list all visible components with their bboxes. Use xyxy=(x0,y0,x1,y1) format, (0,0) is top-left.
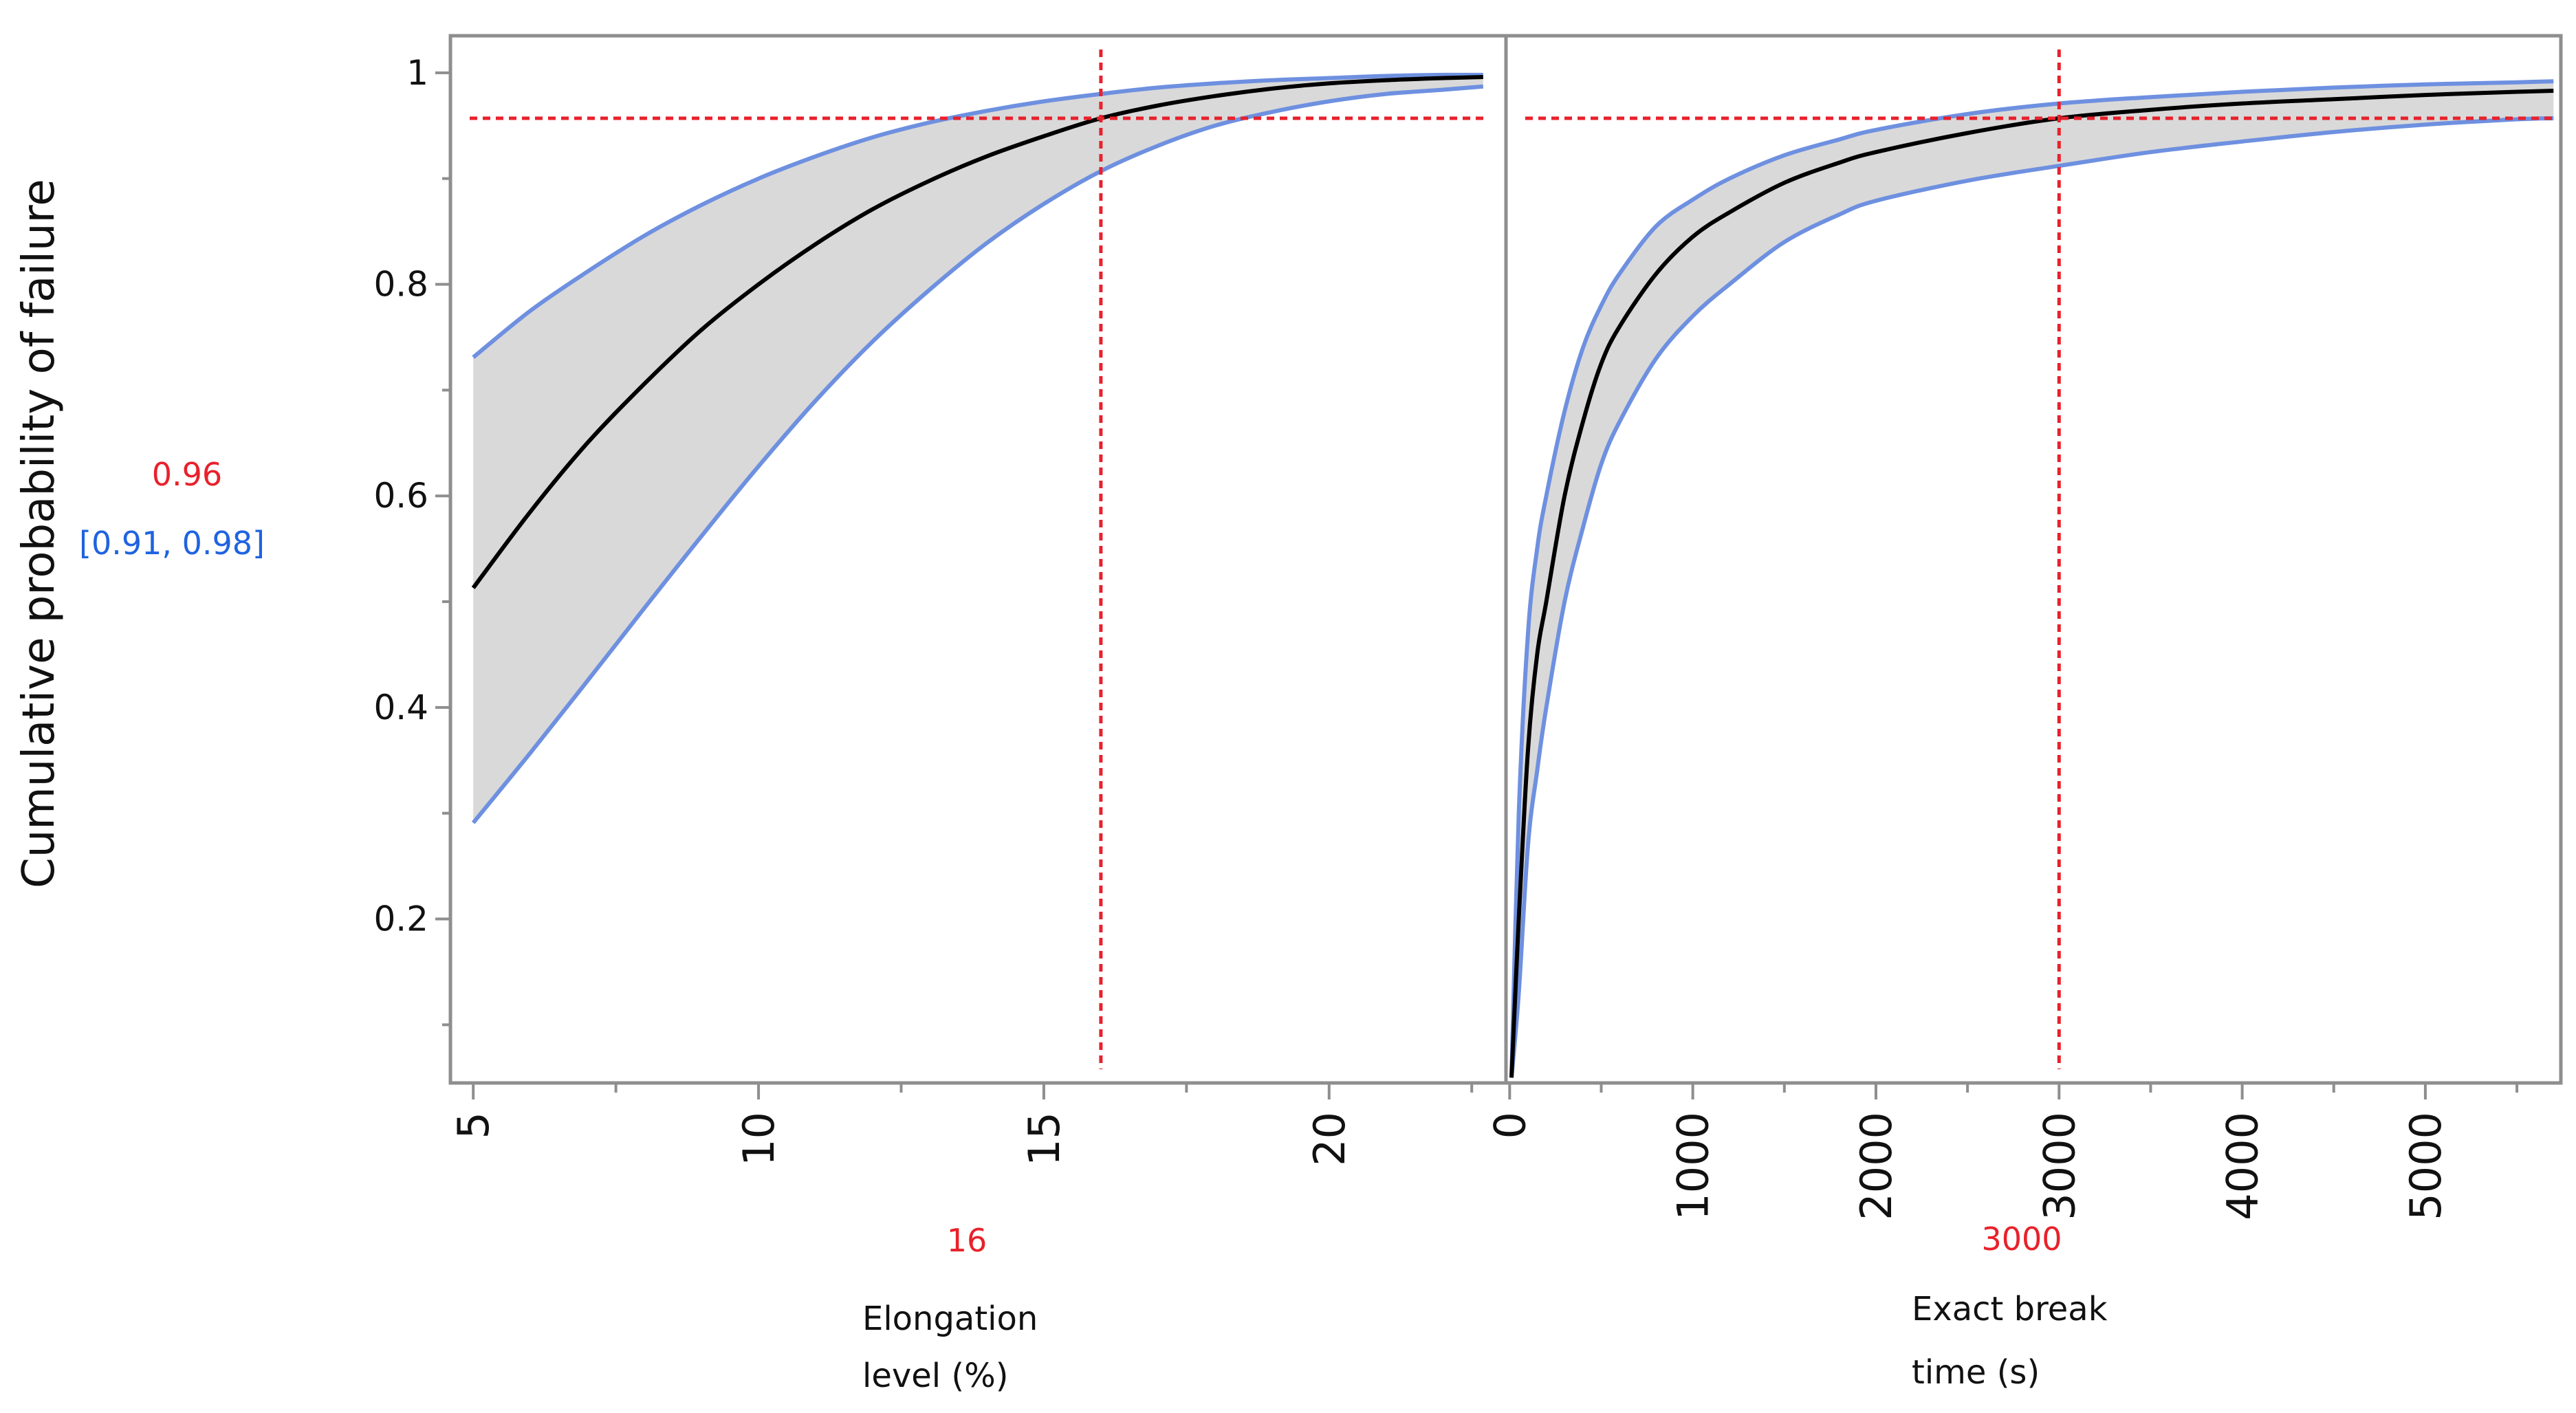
break-time-x-tick-label: 3000 xyxy=(2034,1112,2084,1220)
break-time-upper-limit-line xyxy=(1509,79,2554,1078)
break-time-panel: 0 1000 2000 3000 4000 5000 xyxy=(1485,34,2563,1220)
break-time-crosshair-value[interactable]: 3000 xyxy=(1981,1220,2062,1258)
y-tick-label: 0.6 xyxy=(373,476,428,516)
y-tick-label: 0.2 xyxy=(373,899,428,939)
break-time-axis-title-line2: time (s) xyxy=(1912,1353,2040,1392)
elongation-x-tick-label: 15 xyxy=(1019,1112,1069,1166)
y-axis: 0.2 0.4 0.6 0.8 1 xyxy=(373,53,450,1027)
elongation-crosshair-value[interactable]: 16 xyxy=(947,1222,987,1259)
y-tick-label: 0.4 xyxy=(373,688,428,727)
elongation-axis-title-line1: Elongation xyxy=(862,1300,1038,1338)
elongation-upper-limit-line xyxy=(472,72,1483,360)
y-readout-ci: [0.91, 0.98] xyxy=(79,525,265,562)
break-time-frame xyxy=(1504,34,2563,1085)
break-time-lower-limit-line xyxy=(1509,116,2554,1078)
elongation-lower-limit-line xyxy=(471,84,1484,824)
elongation-x-tick-label: 20 xyxy=(1305,1112,1355,1166)
elongation-confidence-band xyxy=(473,74,1483,823)
y-axis-title: Cumulative probability of failure xyxy=(14,179,65,888)
elongation-estimate-curve xyxy=(471,75,1483,589)
elongation-panel: 5 10 15 20 xyxy=(448,34,1508,1166)
elongation-x-tick-label: 5 xyxy=(448,1112,499,1139)
elongation-axis-title-line2: level (%) xyxy=(862,1357,1008,1395)
y-readout-value: 0.96 xyxy=(152,456,222,493)
break-time-confidence-band xyxy=(1511,81,2554,1078)
break-time-estimate-curve xyxy=(1509,89,2554,1078)
break-time-x-tick-label: 2000 xyxy=(1851,1112,1901,1220)
break-time-axis-title-line1: Exact break xyxy=(1912,1290,2108,1328)
break-time-x-tick-label: 5000 xyxy=(2401,1112,2451,1220)
y-tick-label: 0.8 xyxy=(373,265,428,305)
break-time-x-tick-label: 0 xyxy=(1485,1112,1535,1139)
break-time-x-tick-label: 4000 xyxy=(2218,1112,2268,1220)
break-time-x-tick-label: 1000 xyxy=(1668,1112,1718,1220)
y-tick-label: 1 xyxy=(406,53,428,93)
elongation-x-tick-label: 10 xyxy=(734,1112,784,1166)
